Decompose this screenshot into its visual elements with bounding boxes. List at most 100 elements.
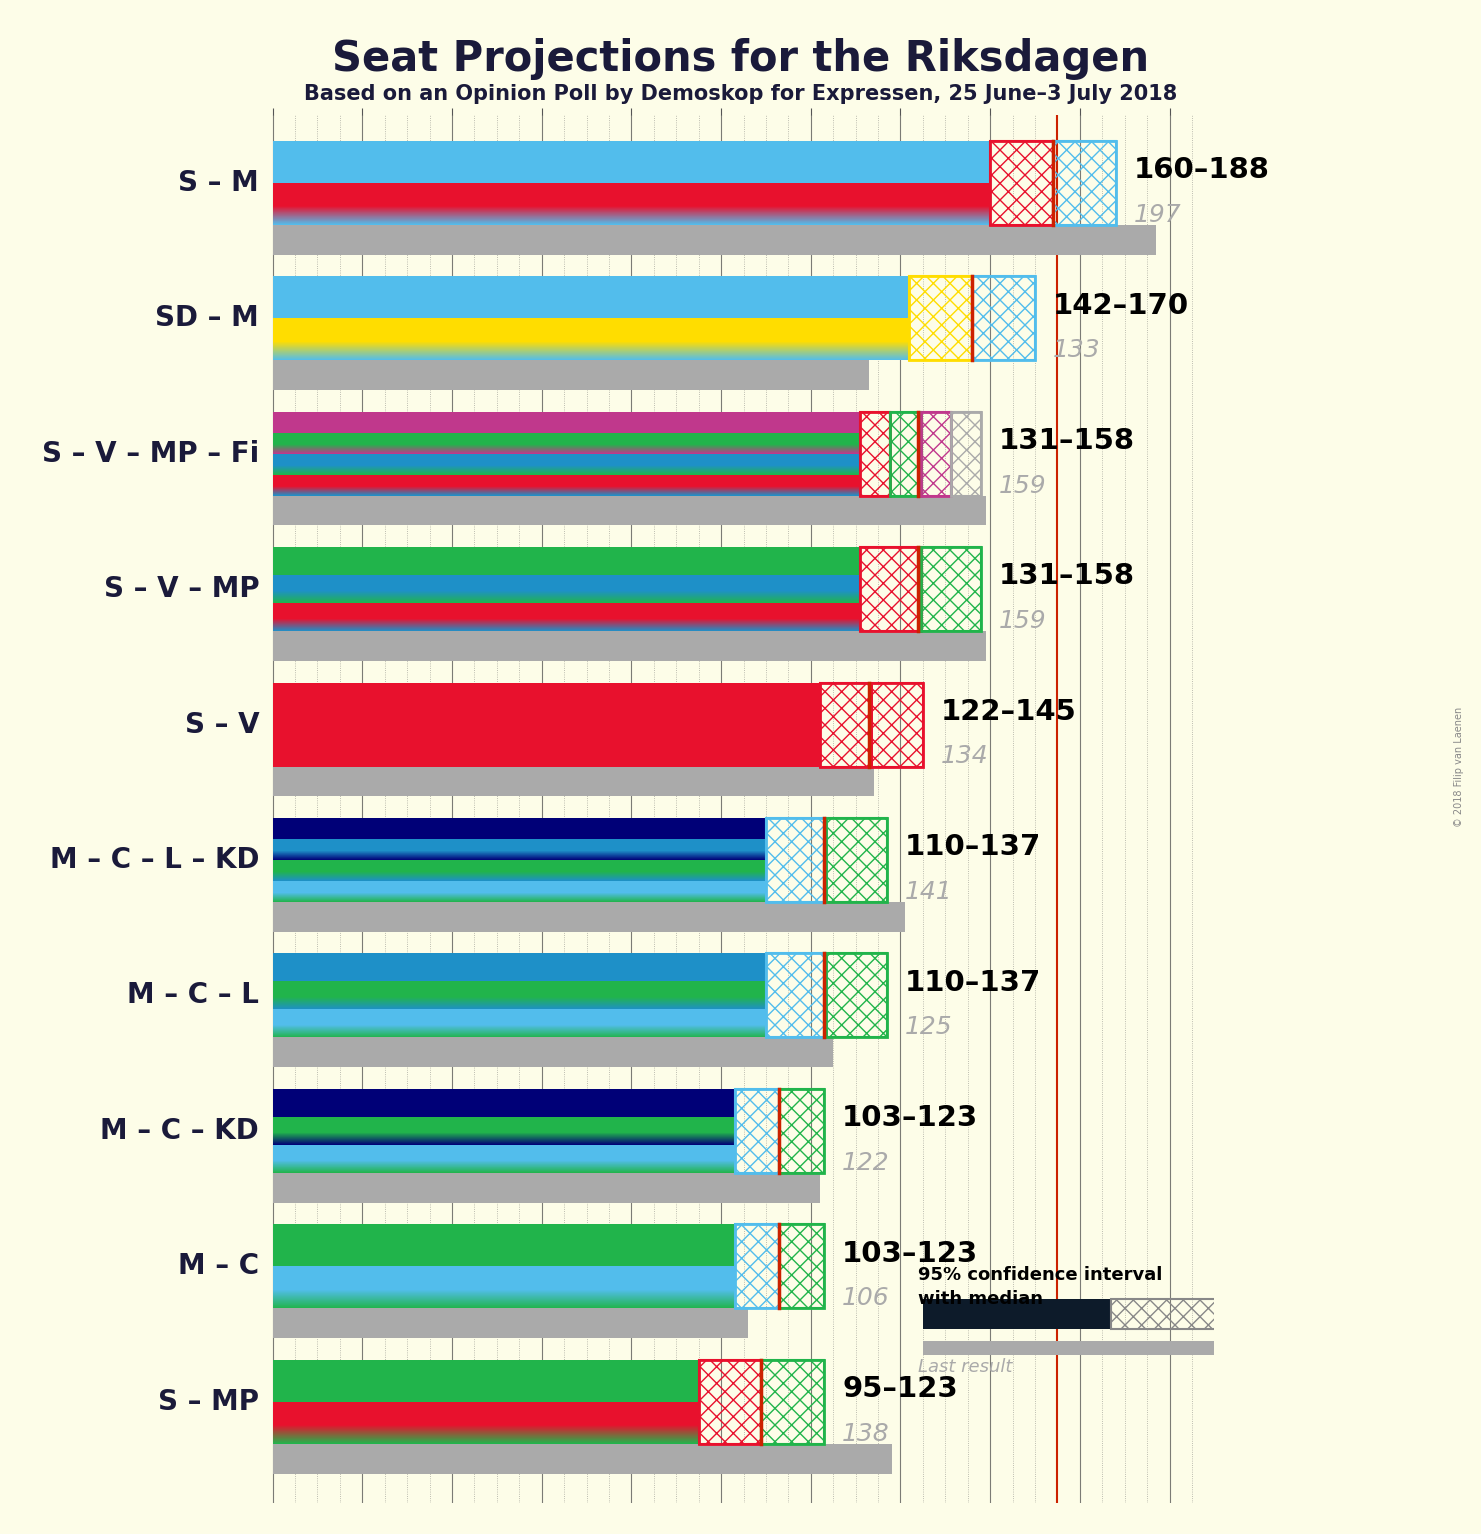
Bar <box>761 1359 825 1443</box>
Text: 142–170: 142–170 <box>1053 291 1189 319</box>
Bar <box>826 954 887 1037</box>
Text: 159: 159 <box>1000 474 1047 497</box>
Bar <box>273 1009 766 1025</box>
Text: 122–145: 122–145 <box>940 698 1077 726</box>
Text: 138: 138 <box>843 1422 890 1445</box>
Bar <box>921 411 951 495</box>
Bar <box>273 1359 699 1402</box>
Bar <box>766 818 826 902</box>
Text: Seat Projections for the Riksdagen: Seat Projections for the Riksdagen <box>332 38 1149 80</box>
Bar <box>735 1224 779 1309</box>
Text: 131–158: 131–158 <box>1000 426 1134 456</box>
Bar <box>273 141 991 183</box>
Bar <box>273 1117 735 1132</box>
Bar <box>273 1309 748 1338</box>
Bar <box>273 902 905 931</box>
Bar <box>779 1224 825 1309</box>
Bar <box>826 818 887 902</box>
Bar <box>699 1359 761 1443</box>
Bar <box>273 818 766 839</box>
Bar <box>860 548 921 630</box>
Text: 141: 141 <box>905 881 952 904</box>
Bar <box>890 411 921 495</box>
Bar <box>890 411 921 495</box>
Bar <box>273 861 766 871</box>
Text: M – C – KD: M – C – KD <box>101 1117 259 1144</box>
Bar <box>909 276 972 360</box>
Bar <box>273 433 860 445</box>
Bar <box>921 411 951 495</box>
Bar <box>273 1224 735 1266</box>
Text: Last result: Last result <box>918 1358 1013 1376</box>
Bar <box>951 411 982 495</box>
Text: 131–158: 131–158 <box>1000 563 1134 591</box>
Bar <box>871 683 923 767</box>
Bar <box>909 276 972 360</box>
Text: 95% confidence interval: 95% confidence interval <box>918 1266 1163 1284</box>
Bar <box>273 575 860 591</box>
Bar <box>779 1224 825 1309</box>
Bar <box>779 1089 825 1174</box>
Bar <box>820 683 871 767</box>
Text: S – V – MP – Fi: S – V – MP – Fi <box>41 440 259 468</box>
Bar <box>923 1299 1111 1328</box>
Bar <box>273 1402 699 1425</box>
Text: 125: 125 <box>905 1016 952 1040</box>
Bar <box>820 683 871 767</box>
Bar <box>735 1224 779 1309</box>
Text: 122: 122 <box>843 1150 890 1175</box>
Bar <box>273 474 860 486</box>
Bar <box>273 1174 820 1203</box>
Bar <box>972 276 1035 360</box>
Bar <box>991 141 1053 225</box>
Bar <box>273 1089 735 1117</box>
Bar <box>1053 141 1115 225</box>
Bar <box>991 141 1053 225</box>
Text: SD – M: SD – M <box>156 304 259 333</box>
Bar <box>273 454 860 465</box>
Bar <box>273 724 820 747</box>
Bar <box>871 683 923 767</box>
Bar <box>826 954 887 1037</box>
Text: Based on an Opinion Poll by Demoskop for Expressen, 25 June–3 July 2018: Based on an Opinion Poll by Demoskop for… <box>304 84 1177 104</box>
Text: 197: 197 <box>1133 202 1182 227</box>
Text: M – C – L – KD: M – C – L – KD <box>50 845 259 874</box>
Bar <box>273 1037 834 1068</box>
Bar <box>860 411 890 495</box>
Bar <box>1053 141 1115 225</box>
Bar <box>273 982 766 997</box>
Text: 110–137: 110–137 <box>905 969 1041 997</box>
Bar <box>273 683 820 724</box>
Bar <box>761 1359 825 1443</box>
Bar <box>923 1341 1243 1356</box>
Text: S – V – MP: S – V – MP <box>104 575 259 603</box>
Text: 133: 133 <box>1053 337 1100 362</box>
Bar <box>766 954 826 1037</box>
Text: 160–188: 160–188 <box>1133 156 1269 184</box>
Bar <box>273 881 766 893</box>
Bar <box>779 1089 825 1174</box>
Bar <box>735 1089 779 1174</box>
Bar <box>766 818 826 902</box>
Bar <box>273 360 869 390</box>
Bar <box>273 767 874 796</box>
Text: 103–123: 103–123 <box>843 1104 979 1132</box>
Bar <box>1111 1299 1243 1328</box>
Bar <box>273 495 986 526</box>
Text: S – MP: S – MP <box>158 1388 259 1416</box>
Bar <box>273 225 1157 255</box>
Bar <box>826 818 887 902</box>
Text: 95–123: 95–123 <box>843 1374 958 1404</box>
Bar <box>273 630 986 661</box>
Bar <box>273 318 909 341</box>
Text: 103–123: 103–123 <box>843 1239 979 1267</box>
Bar <box>273 603 860 618</box>
Text: with median: with median <box>918 1290 1044 1309</box>
Bar <box>273 183 991 206</box>
Bar <box>735 1089 779 1174</box>
Bar <box>699 1359 761 1443</box>
Text: © 2018 Filip van Laenen: © 2018 Filip van Laenen <box>1454 707 1463 827</box>
Text: 106: 106 <box>843 1285 890 1310</box>
Bar <box>273 411 860 433</box>
Text: S – M: S – M <box>178 169 259 196</box>
